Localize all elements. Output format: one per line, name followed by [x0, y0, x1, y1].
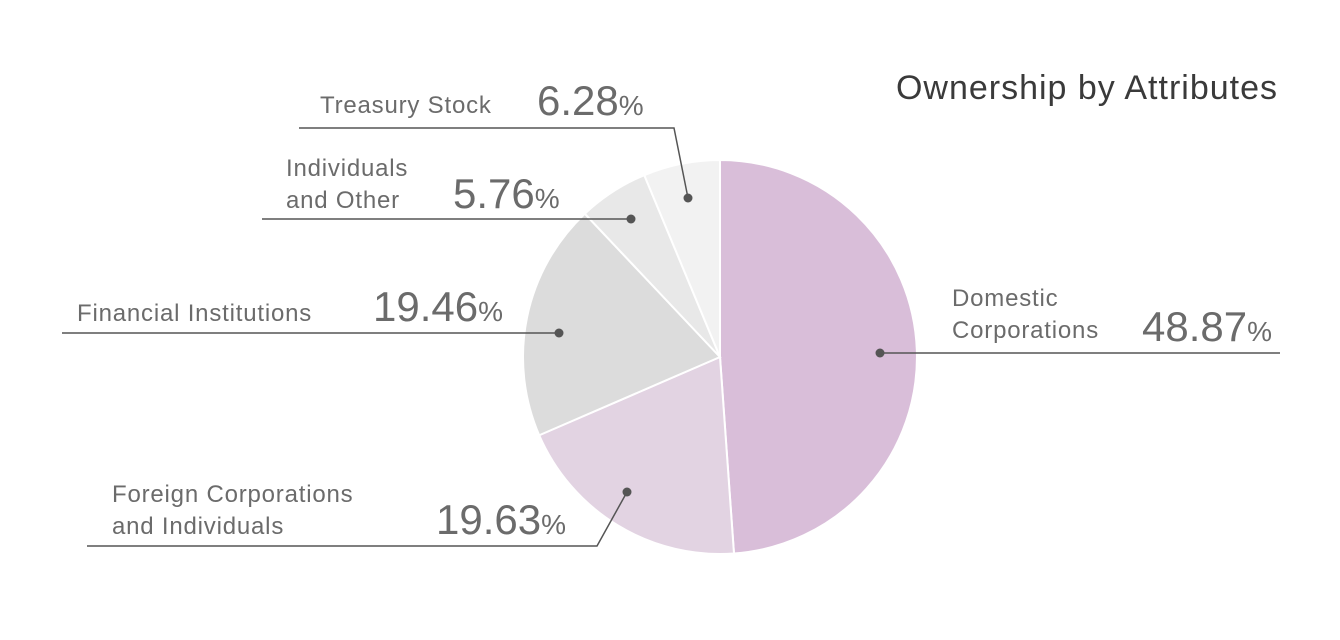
- callout-financial-institutions: Financial Institutions 19.46%: [62, 283, 564, 338]
- leader-dot: [875, 348, 885, 358]
- leader-dot: [683, 193, 693, 203]
- slice-label: Foreign Corporations: [112, 481, 353, 508]
- pie-slice-foreign-corporations-and-individuals: [537, 355, 736, 555]
- slice-value: 19.46%: [373, 283, 503, 330]
- slice-value: 19.63%: [436, 496, 566, 543]
- slice-label: Treasury Stock: [320, 92, 492, 119]
- leader-dot: [626, 214, 636, 224]
- slice-label: and Individuals: [112, 513, 284, 540]
- callout-foreign-corporations-and-individuals: Foreign Corporations and Individuals 19.63…: [87, 481, 632, 547]
- leader-line: [87, 491, 628, 547]
- pie-slice-domestic-corporations: [719, 158, 918, 555]
- leader-dot: [622, 487, 632, 497]
- leader-line: [299, 127, 689, 199]
- callout-domestic-corporations: Domestic Corporations 48.87%: [875, 285, 1280, 358]
- callout-treasury-stock: Treasury Stock 6.28%: [299, 77, 693, 203]
- slice-label: Financial Institutions: [77, 300, 312, 327]
- slice-value: 48.87%: [1142, 303, 1272, 350]
- chart-title: Ownership by Attributes: [896, 69, 1278, 107]
- slice-value: 6.28%: [537, 77, 644, 124]
- slice-label: Domestic: [952, 285, 1058, 312]
- slice-label: Individuals: [286, 155, 408, 182]
- pie-slice-financial-institutions: [521, 212, 722, 437]
- slice-value: 5.76%: [453, 170, 560, 217]
- pie-callouts: Domestic Corporations 48.87% Foreign Corpor…: [62, 77, 1280, 547]
- slice-label: and Other: [286, 187, 400, 214]
- callout-individuals-and-other: Individuals and Other 5.76%: [262, 155, 636, 224]
- pie-slices: [521, 158, 918, 555]
- leader-dot: [554, 328, 564, 338]
- slice-label: Corporations: [952, 317, 1099, 344]
